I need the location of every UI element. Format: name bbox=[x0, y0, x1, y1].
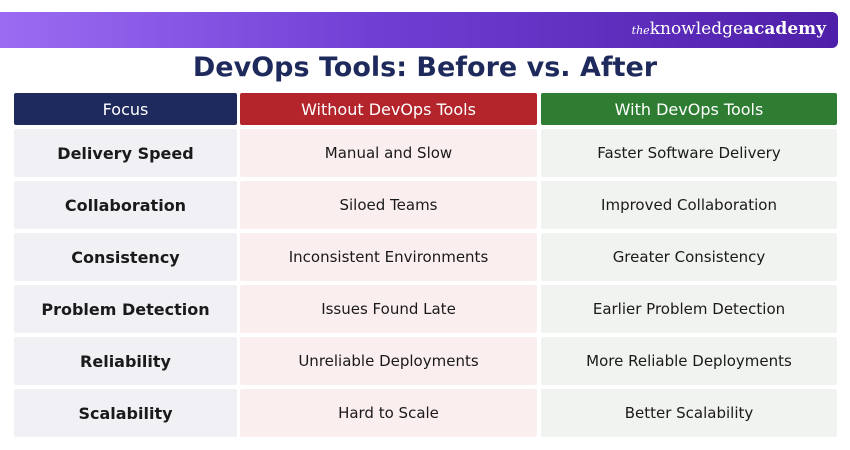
row-header: Consistency bbox=[14, 233, 237, 281]
row-header: Collaboration bbox=[14, 181, 237, 229]
column-header: Without DevOps Tools bbox=[240, 93, 537, 125]
table-cell: Improved Collaboration bbox=[541, 181, 837, 229]
table-cell: Better Scalability bbox=[541, 389, 837, 437]
logo: theknowledgeacademy bbox=[632, 19, 826, 39]
column-header: With DevOps Tools bbox=[541, 93, 837, 125]
row-header: Reliability bbox=[14, 337, 237, 385]
banner bbox=[0, 12, 838, 48]
table-cell: Siloed Teams bbox=[240, 181, 537, 229]
table-cell: Inconsistent Environments bbox=[240, 233, 537, 281]
row-header: Delivery Speed bbox=[14, 129, 237, 177]
table-cell: Issues Found Late bbox=[240, 285, 537, 333]
table-cell: Earlier Problem Detection bbox=[541, 285, 837, 333]
table-cell: Unreliable Deployments bbox=[240, 337, 537, 385]
table-cell: Manual and Slow bbox=[240, 129, 537, 177]
logo-prefix: the bbox=[631, 24, 650, 37]
logo-name: knowledge bbox=[649, 19, 744, 39]
logo-suffix: academy bbox=[743, 19, 826, 39]
table-cell: More Reliable Deployments bbox=[541, 337, 837, 385]
table-cell: Faster Software Delivery bbox=[541, 129, 837, 177]
column-header: Focus bbox=[14, 93, 237, 125]
table-cell: Hard to Scale bbox=[240, 389, 537, 437]
row-header: Problem Detection bbox=[14, 285, 237, 333]
title: DevOps Tools: Before vs. After bbox=[192, 52, 658, 83]
table-cell: Greater Consistency bbox=[541, 233, 837, 281]
row-header: Scalability bbox=[14, 389, 237, 437]
